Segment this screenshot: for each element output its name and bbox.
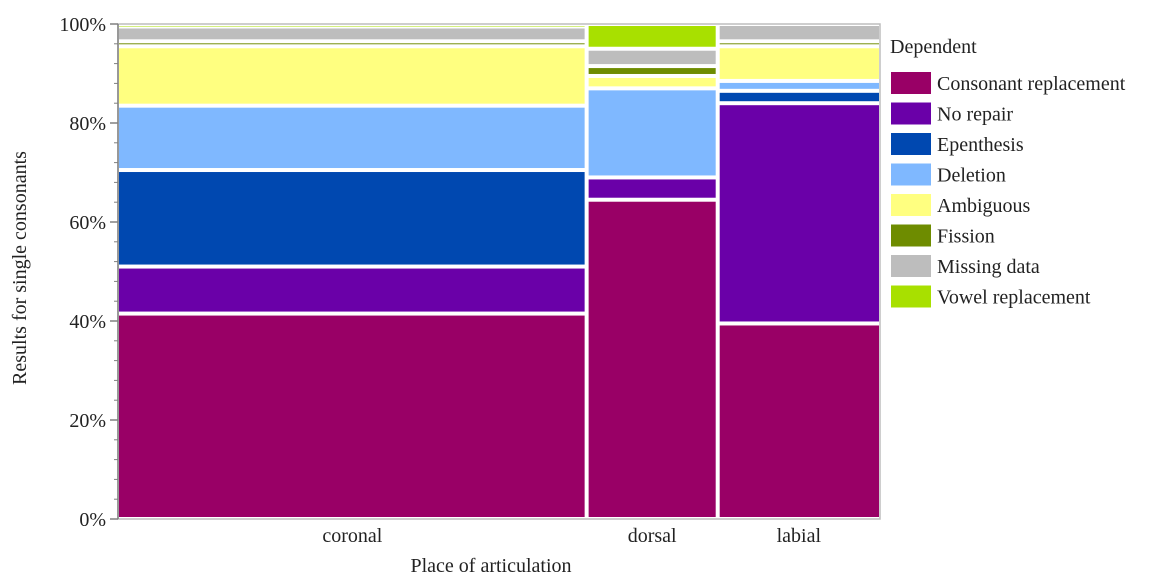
legend-swatch-consonant-replacement [891,72,931,94]
segment-dorsal-no-repair [588,179,716,198]
legend-title: Dependent [890,36,977,58]
legend-swatch-ambiguous [891,194,931,216]
segment-dorsal-deletion [588,90,716,176]
segment-coronal-vowel-replacement [119,26,585,27]
legend: Dependent Consonant replacement No repair… [890,36,1126,309]
y-axis: 0% 20% 40% 60% 80% 100% [59,14,119,531]
legend-label-deletion: Deletion [937,165,1006,187]
segment-coronal-fission [119,43,585,45]
y-tick-label: 100% [59,14,106,36]
segment-labial-missing-data [719,26,879,40]
legend-swatch-no-repair [891,102,931,125]
legend-label-vowel-replacement: Vowel replacement [937,287,1091,309]
segment-dorsal-consonant-replacement [588,201,716,517]
y-tick-label: 20% [69,410,106,432]
legend-label-missing-data: Missing data [937,256,1040,278]
segment-labial-no-repair [719,105,879,322]
segment-coronal-missing-data [119,28,585,40]
legend-label-epenthesis: Epenthesis [937,134,1024,156]
segment-dorsal-fission [588,68,716,74]
segment-coronal-deletion [119,107,585,169]
segment-labial-fission [719,43,879,45]
segment-coronal-ambiguous [119,48,585,104]
segment-dorsal-vowel-replacement [588,26,716,47]
y-tick-label: 80% [69,113,106,135]
legend-label-fission: Fission [937,226,995,248]
segment-dorsal-ambiguous [588,77,716,87]
y-tick-label: 0% [79,509,106,531]
segment-labial-deletion [719,82,879,89]
segment-coronal-epenthesis [119,172,585,265]
x-axis-title: Place of articulation [410,555,571,576]
legend-swatch-missing-data [891,255,931,277]
legend-swatch-fission [891,224,931,247]
legend-swatch-vowel-replacement [891,285,931,308]
y-tick-label: 60% [69,212,106,234]
segments [119,26,879,517]
legend-swatch-deletion [891,163,931,186]
legend-label-no-repair: No repair [937,104,1013,126]
x-tick-label-coronal: coronal [322,525,382,547]
y-axis-title: Results for single consonants [9,151,31,385]
x-tick-label-dorsal: dorsal [628,525,677,547]
x-axis: coronal dorsal labial [322,525,821,547]
segment-dorsal-missing-data [588,50,716,65]
segment-labial-epenthesis [719,92,879,102]
legend-label-consonant-replacement: Consonant replacement [937,73,1126,95]
legend-label-ambiguous: Ambiguous [937,195,1031,217]
x-tick-label-labial: labial [777,525,822,547]
segment-coronal-no-repair [119,268,585,312]
segment-labial-consonant-replacement [719,325,879,517]
legend-swatch-epenthesis [891,133,931,155]
y-tick-label: 40% [69,311,106,333]
segment-labial-ambiguous [719,48,879,79]
segment-coronal-consonant-replacement [119,315,585,517]
